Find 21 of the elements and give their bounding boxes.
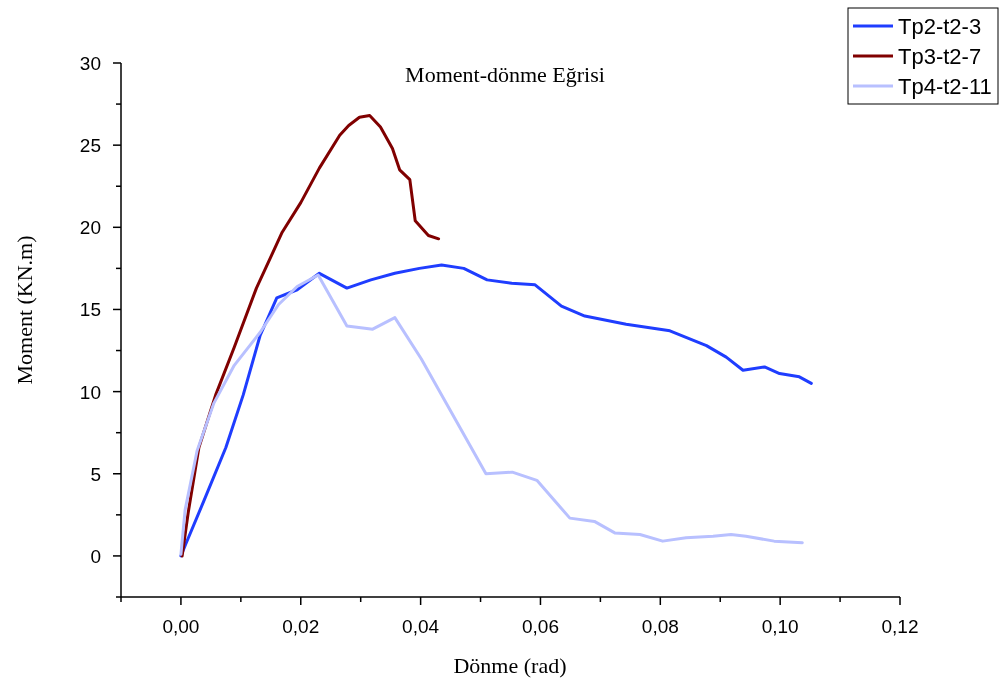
legend-label: Tp3-t2-7 bbox=[898, 44, 982, 69]
y-axis-title: Moment (KN.m) bbox=[12, 235, 37, 385]
x-tick-label: 0,04 bbox=[402, 616, 440, 637]
y-tick-label: 0 bbox=[90, 545, 101, 567]
y-tick-label: 25 bbox=[79, 135, 101, 157]
x-tick-label: 0,08 bbox=[641, 616, 679, 637]
y-tick-label: 5 bbox=[90, 463, 101, 485]
y-tick-label: 30 bbox=[79, 53, 101, 74]
legend-label: Tp2-t2-3 bbox=[898, 14, 982, 39]
y-tick-label: 15 bbox=[79, 299, 101, 321]
line-series bbox=[180, 114, 441, 558]
x-tick-label: 0,02 bbox=[282, 616, 320, 637]
x-tick-label: 0,10 bbox=[761, 616, 799, 637]
x-tick-label: 0,06 bbox=[521, 616, 559, 637]
x-tick-label: 0,00 bbox=[162, 616, 200, 637]
x-tick-label: 0,12 bbox=[881, 616, 919, 637]
chart-title: Moment-dönme Eğrisi bbox=[405, 62, 605, 87]
x-axis-title: Dönme (rad) bbox=[453, 653, 567, 678]
legend-label: Tp4-t2-11 bbox=[898, 74, 992, 99]
y-tick-label: 20 bbox=[79, 217, 101, 239]
y-tick-label: 10 bbox=[79, 381, 101, 403]
